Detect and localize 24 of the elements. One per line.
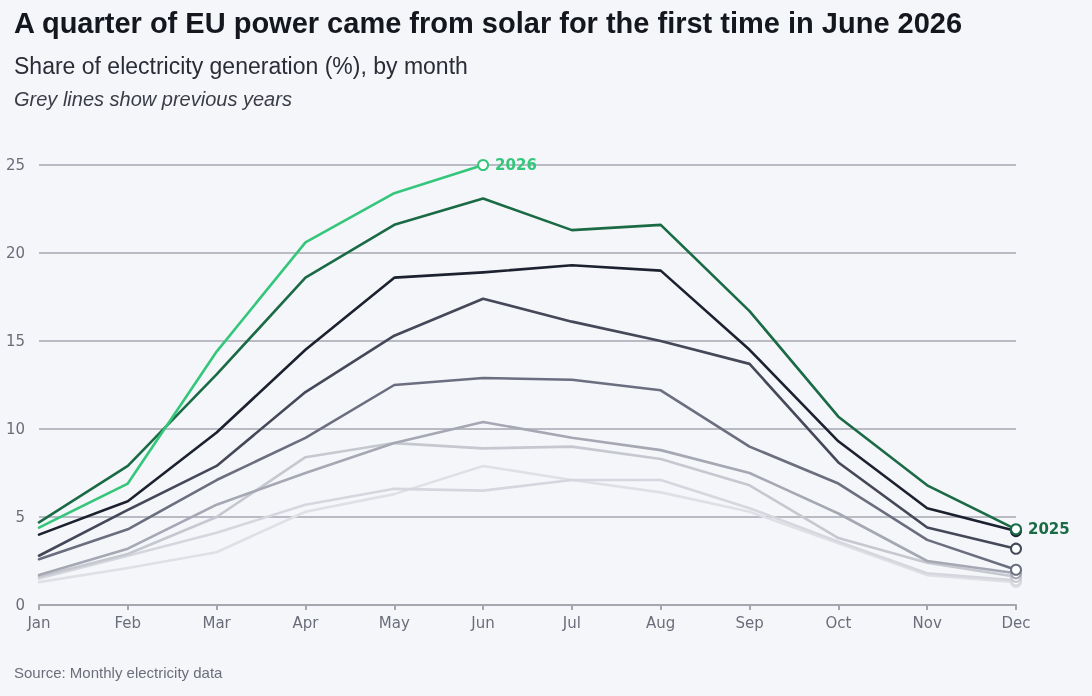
x-tick-label: Aug (646, 613, 676, 632)
x-tick-label: May (378, 613, 410, 632)
x-tick-label: Jul (561, 613, 581, 632)
x-tick-label: Sep (735, 613, 764, 632)
x-tick-label: Jan (26, 613, 51, 632)
y-tick-label: 25 (5, 156, 25, 174)
x-tick-label: Apr (292, 613, 320, 632)
y-tick-label: 10 (5, 420, 25, 438)
x-tick-label: Mar (202, 613, 232, 632)
x-tick-label: Dec (1001, 613, 1031, 632)
y-tick-label: 5 (15, 508, 25, 526)
x-tick-label: Feb (114, 613, 142, 632)
chart-subtitle: Share of electricity generation (%), by month (14, 53, 468, 80)
y-tick-label: 20 (5, 244, 25, 262)
x-tick-label: Oct (825, 613, 852, 632)
text: Grey lines show previous years (14, 88, 292, 111)
x-tick-label: Jun (470, 613, 495, 632)
x-tick-label: Nov (912, 613, 942, 632)
y-tick-label: 15 (5, 332, 25, 350)
y-tick-label: 0 (15, 596, 25, 614)
series-label: 2026 (495, 156, 537, 174)
source-note: Source: Monthly electricity data (14, 664, 223, 681)
chart-title: A quarter of EU power came from solar for the first time in June 2026 (14, 7, 963, 40)
series-label: 2025 (1028, 520, 1070, 539)
